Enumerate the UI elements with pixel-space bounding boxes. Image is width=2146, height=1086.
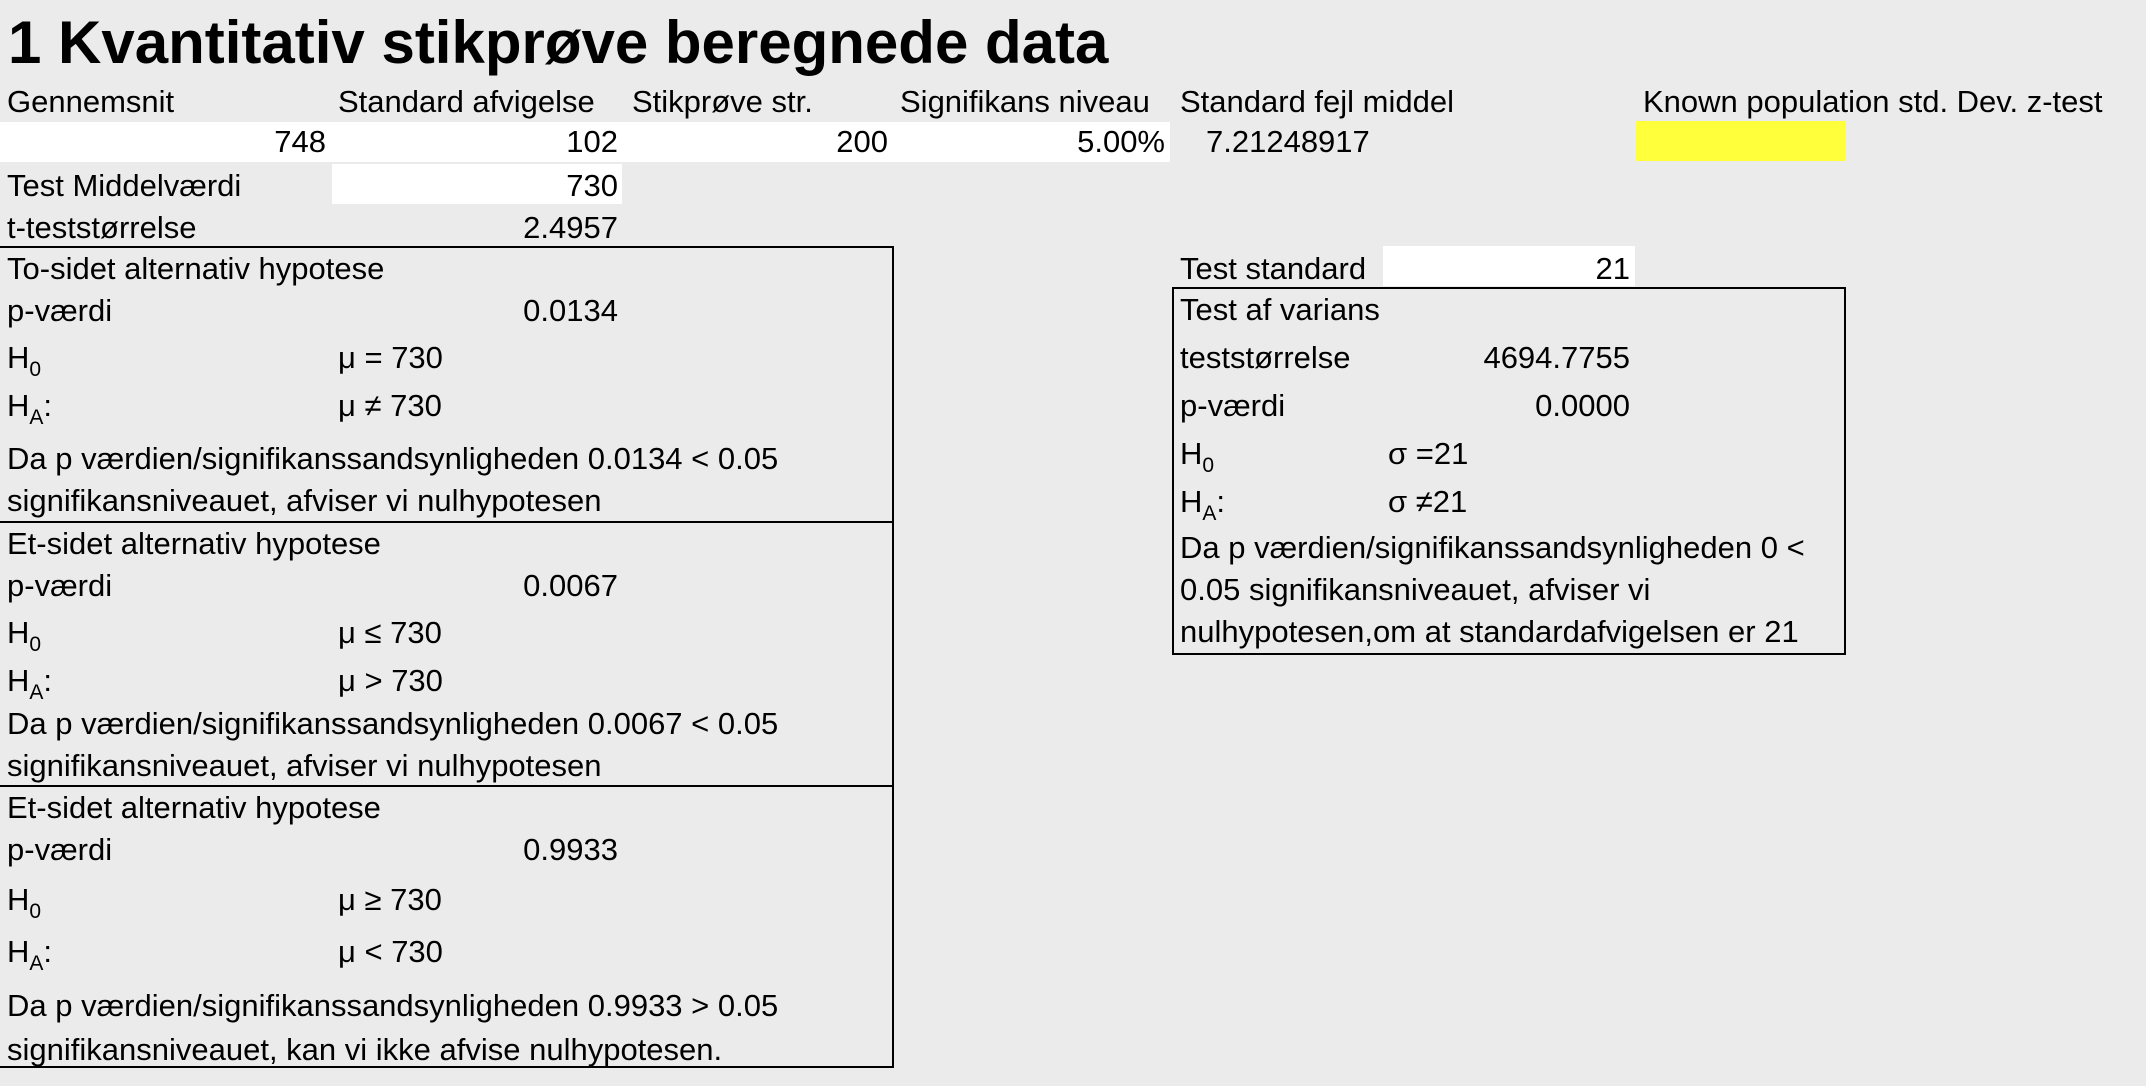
known-pop-cell[interactable] bbox=[1636, 121, 1845, 161]
conclusion-line: Da p værdien/signifikanssandsynligheden … bbox=[7, 988, 779, 1023]
variance-frame bbox=[1172, 287, 1846, 655]
test-standard-value[interactable]: 21 bbox=[1595, 251, 1630, 286]
p-value-label: p-værdi bbox=[7, 568, 113, 603]
ha-label: HA: bbox=[1180, 484, 1226, 525]
p-value: 0.0000 bbox=[1535, 388, 1630, 423]
h0-value: σ =21 bbox=[1388, 436, 1469, 471]
header-significance: Signifikans niveau bbox=[900, 84, 1150, 119]
ha-value: μ > 730 bbox=[338, 663, 443, 698]
test-mean-label: Test Middelværdi bbox=[7, 168, 242, 203]
p-value-label: p-værdi bbox=[7, 832, 113, 867]
ha-label: HA: bbox=[7, 388, 53, 429]
variance-heading: Test af varians bbox=[1180, 292, 1380, 327]
h0-label: H0 bbox=[7, 340, 42, 381]
conclusion-line: Da p værdien/signifikanssandsynligheden … bbox=[7, 441, 779, 476]
test-stat-label: teststørrelse bbox=[1180, 340, 1351, 375]
conclusion-line: 0.05 signifikansniveauet, afviser vi bbox=[1180, 572, 1651, 607]
t-stat-value: 2.4957 bbox=[523, 210, 618, 245]
h0-value: μ ≤ 730 bbox=[338, 615, 442, 650]
header-std-dev: Standard afvigelse bbox=[338, 84, 595, 119]
test-stat-value: 4694.7755 bbox=[1483, 340, 1630, 375]
one-sided-heading: Et-sidet alternativ hypotese bbox=[7, 526, 381, 561]
h0-label: H0 bbox=[1180, 436, 1215, 477]
test-standard-cell-bg bbox=[1383, 246, 1635, 286]
two-sided-heading: To-sidet alternativ hypotese bbox=[7, 251, 385, 286]
sample-size-cell[interactable]: 200 bbox=[836, 124, 888, 159]
section-divider bbox=[0, 521, 894, 523]
std-dev-cell[interactable]: 102 bbox=[566, 124, 618, 159]
test-mean-value[interactable]: 730 bbox=[566, 168, 618, 203]
p-value: 0.0067 bbox=[523, 568, 618, 603]
conclusion-line: nulhypotesen,om at standardafvigelsen er… bbox=[1180, 614, 1799, 649]
p-value-label: p-værdi bbox=[7, 293, 113, 328]
test-standard-label: Test standard bbox=[1180, 251, 1367, 286]
conclusion-line: Da p værdien/signifikanssandsynligheden … bbox=[1180, 530, 1805, 565]
header-sample-size: Stikprøve str. bbox=[632, 84, 813, 119]
p-value: 0.0134 bbox=[523, 293, 618, 328]
hypothesis-frame bbox=[0, 246, 894, 1068]
ha-label: HA: bbox=[7, 663, 53, 704]
h0-label: H0 bbox=[7, 882, 42, 923]
h0-label: H0 bbox=[7, 615, 42, 656]
conclusion-line: signifikansniveauet, kan vi ikke afvise … bbox=[7, 1032, 723, 1067]
header-mean: Gennemsnit bbox=[7, 84, 175, 119]
ha-value: μ ≠ 730 bbox=[338, 388, 442, 423]
conclusion-line: signifikansniveauet, afviser vi nulhypot… bbox=[7, 483, 602, 518]
ha-value: σ ≠21 bbox=[1388, 484, 1468, 519]
p-value: 0.9933 bbox=[523, 832, 618, 867]
ha-value: μ < 730 bbox=[338, 934, 443, 969]
t-stat-label: t-teststørrelse bbox=[7, 210, 197, 245]
significance-cell[interactable]: 5.00% bbox=[1077, 124, 1165, 159]
h0-value: μ ≥ 730 bbox=[338, 882, 442, 917]
test-mean-cell-bg bbox=[332, 164, 622, 204]
p-value-label: p-værdi bbox=[1180, 388, 1286, 423]
ha-label: HA: bbox=[7, 934, 53, 975]
page-title: 1 Kvantitativ stikprøve beregnede data bbox=[8, 9, 1109, 76]
one-sided-heading: Et-sidet alternativ hypotese bbox=[7, 790, 381, 825]
h0-value: μ = 730 bbox=[338, 340, 443, 375]
input-row-background bbox=[0, 122, 1170, 162]
header-std-error: Standard fejl middel bbox=[1180, 84, 1454, 119]
mean-cell[interactable]: 748 bbox=[274, 124, 326, 159]
conclusion-line: Da p værdien/signifikanssandsynligheden … bbox=[7, 706, 779, 741]
std-error-cell: 7.21248917 bbox=[1206, 124, 1370, 159]
section-divider bbox=[0, 785, 894, 787]
conclusion-line: signifikansniveauet, afviser vi nulhypot… bbox=[7, 748, 602, 783]
header-known-pop: Known population std. Dev. z-test bbox=[1643, 84, 2103, 119]
